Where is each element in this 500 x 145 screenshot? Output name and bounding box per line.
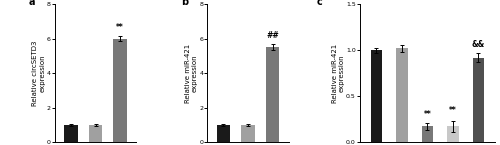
Y-axis label: Relative miR-421
expression: Relative miR-421 expression	[332, 44, 344, 103]
Text: b: b	[182, 0, 188, 7]
Bar	[371, 50, 382, 142]
Bar	[64, 125, 78, 142]
Y-axis label: Relative circSETD3
expression: Relative circSETD3 expression	[32, 40, 46, 106]
Bar	[396, 48, 407, 142]
Text: c: c	[316, 0, 322, 7]
Bar	[216, 125, 230, 142]
Bar	[89, 125, 102, 142]
Bar	[241, 125, 254, 142]
Bar	[422, 126, 433, 142]
Text: ##: ##	[266, 31, 279, 40]
Bar	[114, 39, 127, 142]
Bar	[448, 126, 458, 142]
Text: **: **	[424, 110, 432, 119]
Y-axis label: Relative miR-421
expression: Relative miR-421 expression	[185, 44, 198, 103]
Bar	[473, 58, 484, 142]
Bar	[266, 47, 280, 142]
Text: **: **	[449, 106, 457, 115]
Text: a: a	[29, 0, 35, 7]
Text: **: **	[116, 23, 124, 32]
Text: &&: &&	[472, 40, 485, 49]
